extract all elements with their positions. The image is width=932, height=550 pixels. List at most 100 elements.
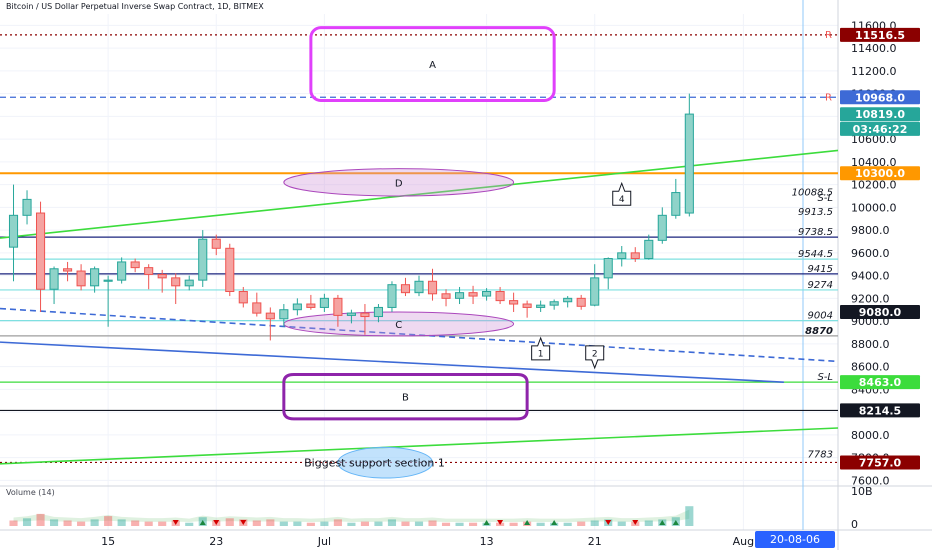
candle-body	[130, 261, 140, 269]
volume-bar	[441, 522, 451, 526]
candle-body	[441, 293, 451, 299]
candle-body	[522, 303, 532, 308]
volume-bar	[63, 520, 72, 526]
x-tick-label: Aug	[733, 535, 754, 548]
candle-body	[630, 252, 640, 260]
volume-bar	[428, 520, 437, 526]
volume-bar	[144, 521, 153, 526]
volume-signal-down	[172, 520, 179, 525]
volume-bar	[577, 521, 586, 526]
volume-signal-down	[240, 520, 247, 525]
volume-signal-up	[672, 520, 679, 525]
volume-signal-down	[497, 520, 504, 525]
volume-bar	[387, 519, 397, 526]
annotation-label: D	[395, 178, 403, 189]
price-tag	[840, 107, 920, 122]
trend-line	[0, 427, 839, 465]
price-tag-label: 10819.0	[855, 108, 905, 121]
annotation-label-a: A	[429, 60, 436, 71]
volume-bar	[50, 519, 59, 526]
volume-bar	[104, 516, 113, 526]
candle-body	[346, 312, 356, 316]
callout-2	[585, 345, 605, 370]
volume-axis-label: 0	[851, 518, 858, 531]
price-tag-label: 8463.0	[859, 376, 902, 389]
candle-body	[238, 291, 248, 304]
volume-ma-band	[13, 509, 690, 523]
volume-signal-up	[659, 520, 666, 525]
inline-level-label: S-L	[817, 372, 833, 383]
volume-bar	[252, 520, 261, 526]
annotation-label-b: B	[402, 393, 409, 404]
volume-axis-label: 10B	[851, 485, 873, 498]
candle-body	[117, 261, 127, 281]
volume-bar	[266, 519, 275, 526]
volume-bar	[617, 521, 626, 526]
volume-bar	[279, 521, 288, 526]
x-tick-label: Jul	[317, 535, 331, 548]
volume-bar	[225, 518, 234, 526]
candle-body	[617, 252, 627, 260]
volume-bar	[293, 521, 302, 526]
inline-level-label: 7783	[808, 449, 833, 460]
price-tag	[840, 304, 920, 319]
candle-body	[684, 113, 694, 214]
candle-body	[90, 268, 100, 287]
volume-bar	[22, 518, 32, 526]
candle-body	[400, 284, 411, 294]
trend-line	[0, 341, 784, 383]
volume-bar	[469, 522, 478, 526]
y-tick-label: 9200.0	[851, 292, 890, 305]
candle-body	[454, 292, 465, 299]
date-tag: 20-08-06	[755, 531, 835, 548]
volume-bar	[347, 522, 356, 526]
callout-4	[612, 181, 632, 206]
price-tag	[840, 166, 920, 181]
volume-bar	[185, 522, 194, 526]
volume-bar	[414, 521, 424, 526]
volume-bar	[563, 522, 572, 526]
y-tick-label: 10600.0	[851, 133, 897, 146]
volume-signal-up	[524, 520, 531, 525]
inline-level-label: R	[825, 92, 832, 103]
candle-body	[252, 302, 262, 314]
candle-body	[427, 280, 438, 295]
annotation-label: C	[395, 320, 402, 331]
volume-bar	[536, 522, 545, 526]
candle-body	[8, 214, 19, 248]
volume-bar	[401, 521, 410, 526]
price-tag-label: 7757.0	[859, 456, 902, 469]
volume-bar	[117, 519, 126, 526]
y-tick-label: 8600.0	[851, 361, 890, 374]
candle-body	[509, 300, 519, 305]
volume-bar	[131, 520, 140, 526]
candle-body	[157, 273, 167, 279]
inline-level-label: 8870	[805, 326, 833, 337]
x-tick-label: 15	[101, 535, 115, 548]
candle-body	[536, 304, 546, 308]
volume-signal-down	[632, 520, 639, 525]
volume-bar	[685, 506, 694, 526]
inline-level-label: R	[825, 30, 832, 41]
y-tick-label: 10000.0	[851, 201, 897, 214]
y-tick-label: 9600.0	[851, 247, 890, 260]
callout-label-2: 2	[592, 349, 598, 359]
chart-title: Bitcoin / US Dollar Perpetual Inverse Sw…	[6, 2, 264, 11]
candle-body	[590, 277, 600, 306]
volume-bar	[455, 522, 464, 526]
volume-bar	[9, 520, 18, 526]
price-tag-label: 8214.5	[859, 404, 901, 417]
price-tag	[840, 121, 920, 136]
volume-bar	[590, 520, 599, 526]
candle-body	[468, 292, 478, 297]
candle-body	[22, 198, 32, 216]
candle-body	[35, 212, 46, 290]
inline-level-label: 9544.5	[798, 249, 833, 260]
candle-body	[333, 297, 343, 316]
volume-bar	[644, 520, 653, 526]
price-tag	[840, 27, 920, 42]
candle-body	[319, 297, 329, 308]
x-tick-label: 23	[209, 535, 223, 548]
annotation-support-label: Biggest support section 1	[304, 457, 445, 470]
